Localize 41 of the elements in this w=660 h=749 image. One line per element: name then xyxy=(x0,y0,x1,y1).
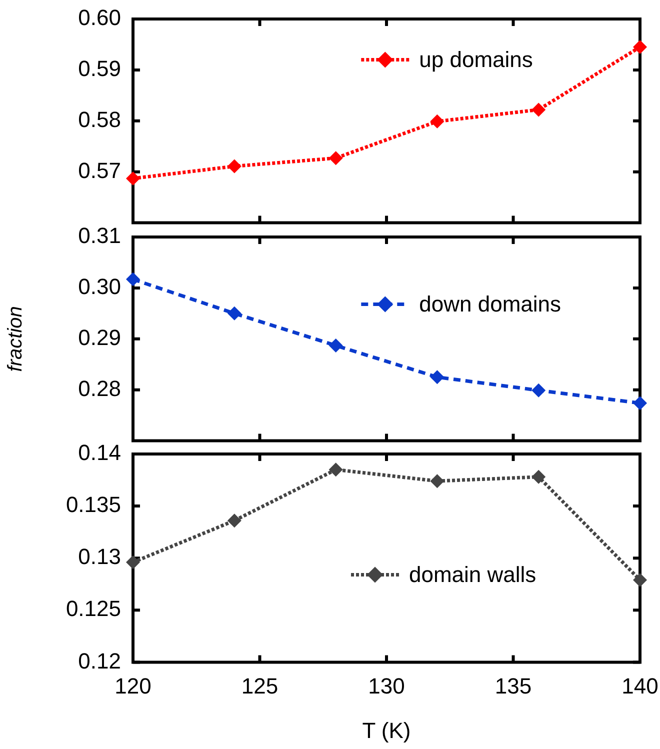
point xyxy=(126,272,140,286)
y-tick-label: 0.14 xyxy=(78,440,121,466)
legend-label: down domains xyxy=(419,291,562,316)
point xyxy=(227,306,242,320)
y-axis-title: fraction xyxy=(4,306,27,372)
point xyxy=(532,383,546,398)
point xyxy=(532,470,546,484)
y-tick-label: 0.59 xyxy=(78,56,121,82)
y-tick-label: 0.58 xyxy=(78,106,121,132)
point xyxy=(430,370,444,384)
point xyxy=(430,114,444,128)
point xyxy=(633,40,647,54)
y-tick-label: 0.57 xyxy=(78,158,121,183)
y-tick-label: 0.28 xyxy=(78,376,121,401)
point xyxy=(126,171,140,186)
y-tick-label: 0.60 xyxy=(78,5,121,30)
x-axis-title: T (K) xyxy=(362,718,411,743)
point xyxy=(430,474,444,488)
point xyxy=(328,338,343,353)
point xyxy=(227,514,242,528)
y-tick-label: 0.135 xyxy=(66,492,121,518)
y-tick-label: 0.30 xyxy=(78,274,121,300)
y-tick-label: 0.12 xyxy=(78,648,121,674)
y-tick-label: 0.125 xyxy=(66,596,121,622)
x-tick-label: 125 xyxy=(241,673,278,698)
legend-label: up domains xyxy=(419,46,533,72)
point xyxy=(633,396,647,410)
x-tick-label: 135 xyxy=(494,673,532,698)
y-tick-label: 0.13 xyxy=(78,544,121,570)
x-tick-label: 140 xyxy=(622,673,658,698)
point xyxy=(328,462,343,477)
point xyxy=(532,102,546,117)
x-tick-label: 120 xyxy=(114,673,152,698)
x-tick-label: 130 xyxy=(368,673,405,698)
point xyxy=(633,572,647,587)
legend-label: domain walls xyxy=(409,562,536,587)
point xyxy=(227,159,242,174)
point xyxy=(328,151,343,166)
y-tick-label: 0.29 xyxy=(78,324,121,350)
point xyxy=(126,555,140,570)
y-tick-label: 0.31 xyxy=(78,223,121,248)
